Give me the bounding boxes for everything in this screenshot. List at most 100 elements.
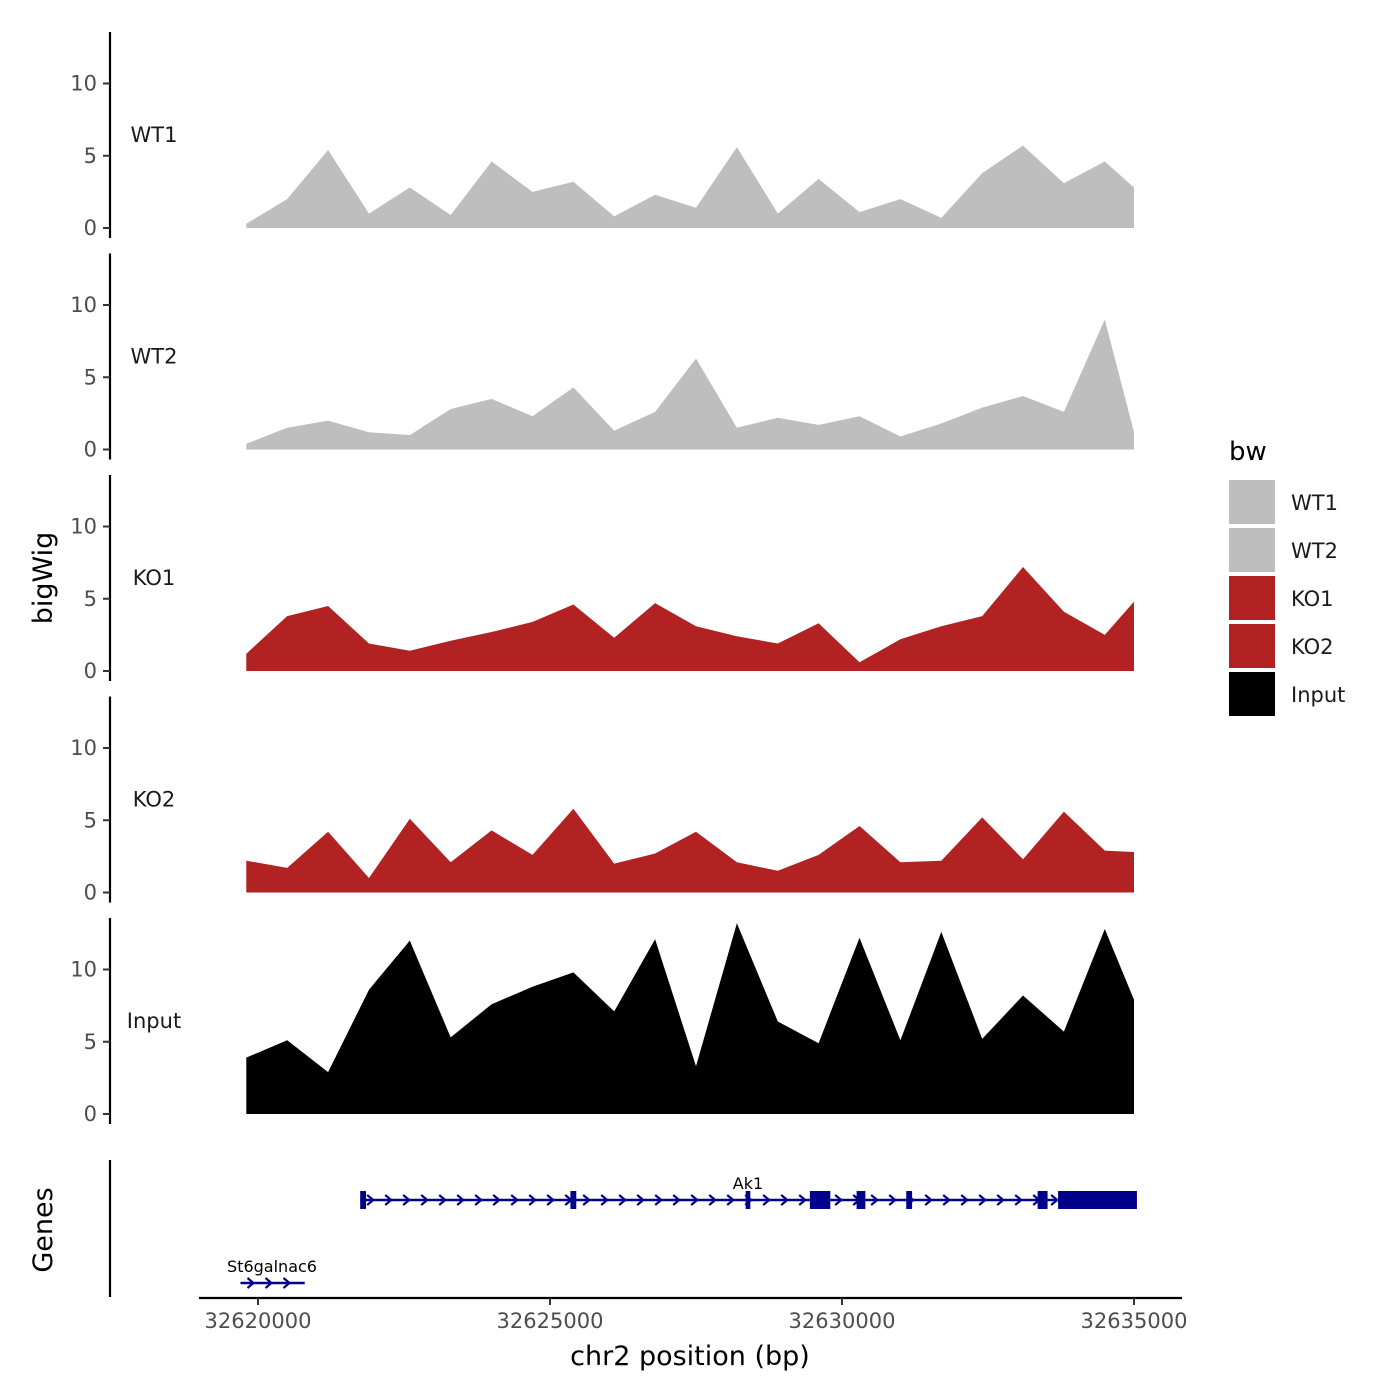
strand-arrow [636,1194,645,1206]
y-tick-label: 5 [84,144,97,168]
legend-swatch-wt1 [1229,480,1275,524]
strand-arrow [924,1194,933,1206]
strand-arrow [996,1194,1005,1206]
legend-swatch-ko1 [1229,576,1275,620]
strand-arrow [264,1277,274,1289]
track-label: KO2 [133,788,176,812]
track-label: WT1 [131,123,178,147]
exon [809,1191,831,1209]
y-tick-label: 10 [70,736,97,760]
strand-arrow [708,1194,717,1206]
genes-track: Ak1 St6galnac6 [108,1160,1137,1297]
y-tick-label: 5 [84,808,97,832]
y-tick-label: 5 [84,587,97,611]
legend-label: WT2 [1291,539,1338,563]
strand-arrow [834,1194,843,1206]
track-label: Input [127,1009,181,1033]
strand-arrow [888,1194,897,1206]
coverage-area-wt1 [246,145,1135,228]
y-tick-label: 10 [70,72,97,96]
gene-label: Ak1 [733,1174,763,1193]
legend-swatch-input [1229,672,1275,716]
bigwig-tracks: 0 5 10 WT1 0 5 10 WT2 0 5 10 KO1 0 5 10 KO2 0 5 10 Input [70,32,1135,1126]
strand-arrow [528,1194,537,1206]
strand-arrow [960,1194,969,1206]
x-axis: 32620000 32625000 32630000 32635000 [199,1296,1188,1333]
strand-arrow [474,1194,483,1206]
legend-swatch-wt2 [1229,528,1275,572]
exon [1058,1191,1137,1209]
track-wt2: 0 5 10 WT2 [70,253,1135,462]
y-tick-label: 10 [70,515,97,539]
strand-arrow [780,1194,789,1206]
y-tick-label: 0 [84,881,97,905]
gene-label: St6galnac6 [227,1257,317,1276]
x-tick-label: 32625000 [497,1309,604,1333]
strand-arrow [978,1194,987,1206]
strand-arrow [456,1194,465,1206]
strand-arrow [1050,1194,1059,1206]
strand-arrow [402,1194,411,1206]
strand-arrow [600,1194,609,1206]
exon [856,1191,866,1209]
y-tick-label: 5 [84,365,97,389]
strand-arrow [726,1194,735,1206]
x-tick-label: 32620000 [205,1309,312,1333]
strand-arrow [366,1194,375,1206]
y-tick-label: 5 [84,1030,97,1054]
exon [906,1191,913,1209]
strand-arrow [942,1194,951,1206]
strand-arrow [690,1194,699,1206]
x-tick-label: 32635000 [1081,1309,1188,1333]
x-tick-label: 32630000 [789,1309,896,1333]
y-tick-label: 10 [70,293,97,317]
track-label: WT2 [131,345,178,369]
exon [1037,1191,1048,1209]
y-tick-label: 10 [70,958,97,982]
strand-arrow [582,1194,591,1206]
track-ko1: 0 5 10 KO1 [70,475,1135,683]
strand-arrow [420,1194,429,1206]
legend-label: WT1 [1291,491,1338,515]
strand-arrow [492,1194,501,1206]
y-tick-label: 0 [84,1102,97,1126]
y-tick-label: 0 [84,659,97,683]
strand-arrow [546,1194,555,1206]
gene-st6galnac6: St6galnac6 [227,1257,317,1289]
strand-arrow [510,1194,519,1206]
exon [360,1191,367,1209]
track-wt1: 0 5 10 WT1 [70,32,1135,240]
y-axis-title: bigWig [28,532,59,625]
coverage-area-input [246,923,1135,1114]
strand-arrow [798,1194,807,1206]
strand-arrow [672,1194,681,1206]
legend-label: Input [1291,683,1345,707]
strand-arrow [762,1194,771,1206]
legend-swatch-ko2 [1229,624,1275,668]
strand-arrow [438,1194,447,1206]
coverage-area-ko1 [246,567,1135,671]
strand-arrow [618,1194,627,1206]
y-tick-label: 0 [84,438,97,462]
coverage-area-ko2 [246,808,1135,893]
strand-arrow [282,1277,292,1289]
track-label: KO1 [133,566,176,590]
coverage-area-wt2 [246,319,1135,450]
x-axis-title: chr2 position (bp) [570,1341,810,1372]
legend: WT1 WT2 KO1 KO2 Input [1229,480,1345,716]
strand-arrow [870,1194,879,1206]
strand-arrow [1014,1194,1023,1206]
gene-ak1: Ak1 [360,1174,1137,1209]
exon [745,1191,751,1209]
strand-arrow [246,1277,256,1289]
genes-track-title: Genes [28,1187,59,1272]
y-tick-label: 0 [84,216,97,240]
legend-label: KO1 [1291,587,1334,611]
strand-arrow [384,1194,393,1206]
legend-title: bw [1229,437,1267,467]
strand-arrow [654,1194,663,1206]
legend-label: KO2 [1291,635,1334,659]
track-ko2: 0 5 10 KO2 [70,696,1135,905]
track-input: 0 5 10 Input [70,918,1135,1126]
